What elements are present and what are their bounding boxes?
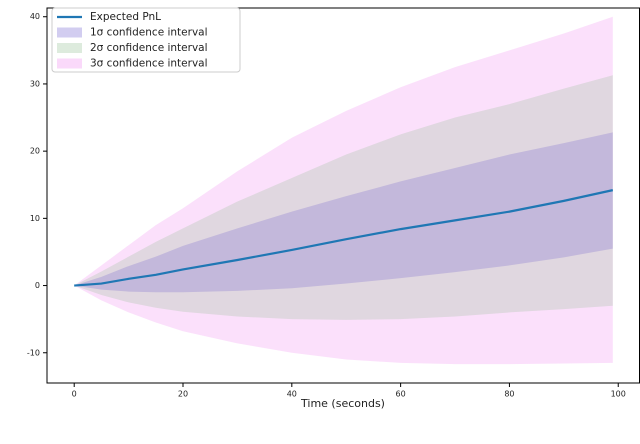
x-tick-label: 60 — [396, 390, 406, 399]
pnl-line — [74, 189, 614, 287]
y-tick-label: -10 — [27, 348, 40, 357]
x-tick-label: 20 — [178, 390, 188, 399]
legend-swatch — [57, 43, 82, 53]
y-tick-label: 30 — [30, 79, 40, 88]
x-tick-label: 0 — [72, 390, 77, 399]
x-tick-label: 40 — [287, 390, 297, 399]
legend-label: Expected PnL — [90, 11, 161, 23]
y-tick-label: 20 — [30, 147, 40, 156]
y-tick-label: 0 — [35, 281, 40, 290]
y-tick-label: 40 — [30, 12, 40, 21]
legend-label: 2σ confidence interval — [90, 42, 208, 54]
x-tick-label: 80 — [504, 390, 514, 399]
x-axis-label: Time (seconds) — [300, 397, 385, 410]
legend-swatch — [57, 27, 82, 38]
legend-label: 1σ confidence interval — [90, 27, 208, 39]
legend-label: 3σ confidence interval — [90, 58, 208, 70]
confidence-band — [74, 75, 613, 320]
legend: Expected PnL 1σ confidence interval 2σ con… — [51, 7, 241, 73]
x-tick-label: 100 — [611, 390, 626, 399]
confidence-band — [74, 16, 613, 365]
y-tick-label: 10 — [30, 214, 40, 223]
confidence-band — [74, 132, 613, 293]
legend-box — [51, 7, 241, 73]
legend-swatch — [57, 58, 82, 69]
